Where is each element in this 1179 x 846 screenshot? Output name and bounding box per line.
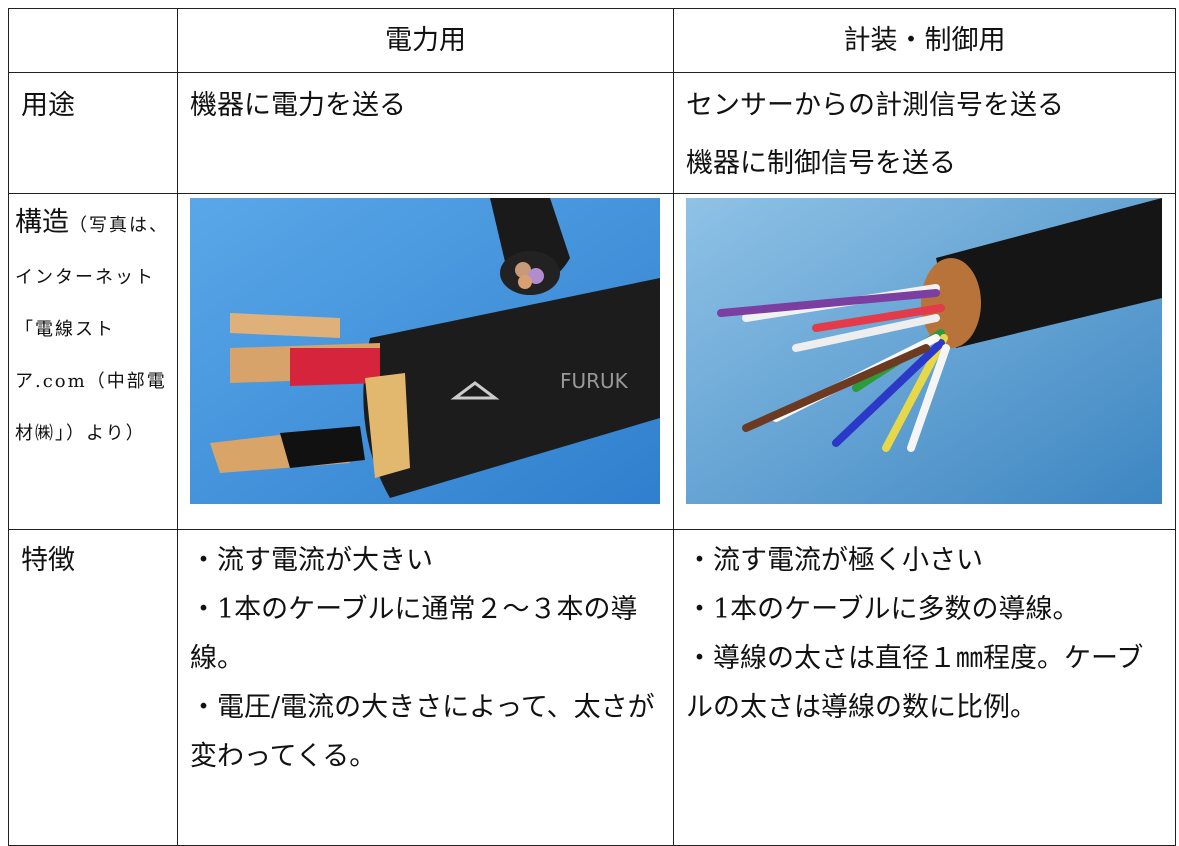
text-line: ・流す電流が大きい	[190, 545, 433, 576]
row-label: 特徴	[8, 529, 178, 846]
label: 構造	[15, 207, 69, 238]
power-cable-photo: FURUK	[190, 198, 660, 504]
row-label: 用途	[8, 72, 178, 194]
page: 電力用 計装・制御用 用途 機器に電力を送る センサーからの計測信号を送る 機器に…	[8, 8, 1176, 846]
text-line: ・1本のケーブルに通常２～３本の導線。	[190, 594, 638, 674]
row: 用途 機器に電力を送る センサーからの計測信号を送る 機器に制御信号を送る	[8, 72, 1176, 194]
header-cell: 電力用	[177, 8, 674, 73]
cell: ・流す電流が大きい・1本のケーブルに通常２～３本の導線。 ・電圧/電流の大きさによ…	[177, 529, 674, 846]
control-cable-photo	[686, 198, 1162, 504]
svg-text:FURUK: FURUK	[560, 369, 629, 393]
text-line: ・流す電流が極く小さい	[686, 545, 983, 576]
cell: 機器に電力を送る	[177, 72, 674, 194]
note: （写真は、インターネット「電線ストア.com（中部電材㈱」）より）	[15, 215, 169, 444]
text-line: センサーからの計測信号を送る	[686, 90, 1064, 121]
text-line: 機器に電力を送る	[190, 90, 406, 121]
row-label: 構造（写真は、インターネット「電線ストア.com（中部電材㈱」）より）	[8, 193, 178, 530]
comparison-table: 電力用 計装・制御用 用途 機器に電力を送る センサーからの計測信号を送る 機器に…	[8, 8, 1176, 846]
photo-cell: FURUK	[177, 193, 674, 530]
header-row: 電力用 計装・制御用	[8, 8, 1176, 73]
row: 構造（写真は、インターネット「電線ストア.com（中部電材㈱」）より） FURU…	[8, 193, 1176, 530]
text-line: 機器に制御信号を送る	[686, 148, 956, 179]
cell: ・流す電流が極く小さい・1本のケーブルに多数の導線。・導線の太さは直径１㎜程度。…	[673, 529, 1176, 846]
header-cell: 計装・制御用	[673, 8, 1176, 73]
text-line: ・1本のケーブルに多数の導線。	[686, 594, 1080, 625]
corner-cell	[8, 8, 178, 73]
cell: センサーからの計測信号を送る 機器に制御信号を送る	[673, 72, 1176, 194]
text-line: ・電圧/電流の大きさによって、太さが変わってくる。	[190, 692, 655, 772]
text-line: ・導線の太さは直径１㎜程度。ケーブルの太さは導線の数に比例。	[686, 643, 1144, 723]
photo-cell	[673, 193, 1176, 530]
row: 特徴 ・流す電流が大きい・1本のケーブルに通常２～３本の導線。 ・電圧/電流の大き…	[8, 529, 1176, 846]
